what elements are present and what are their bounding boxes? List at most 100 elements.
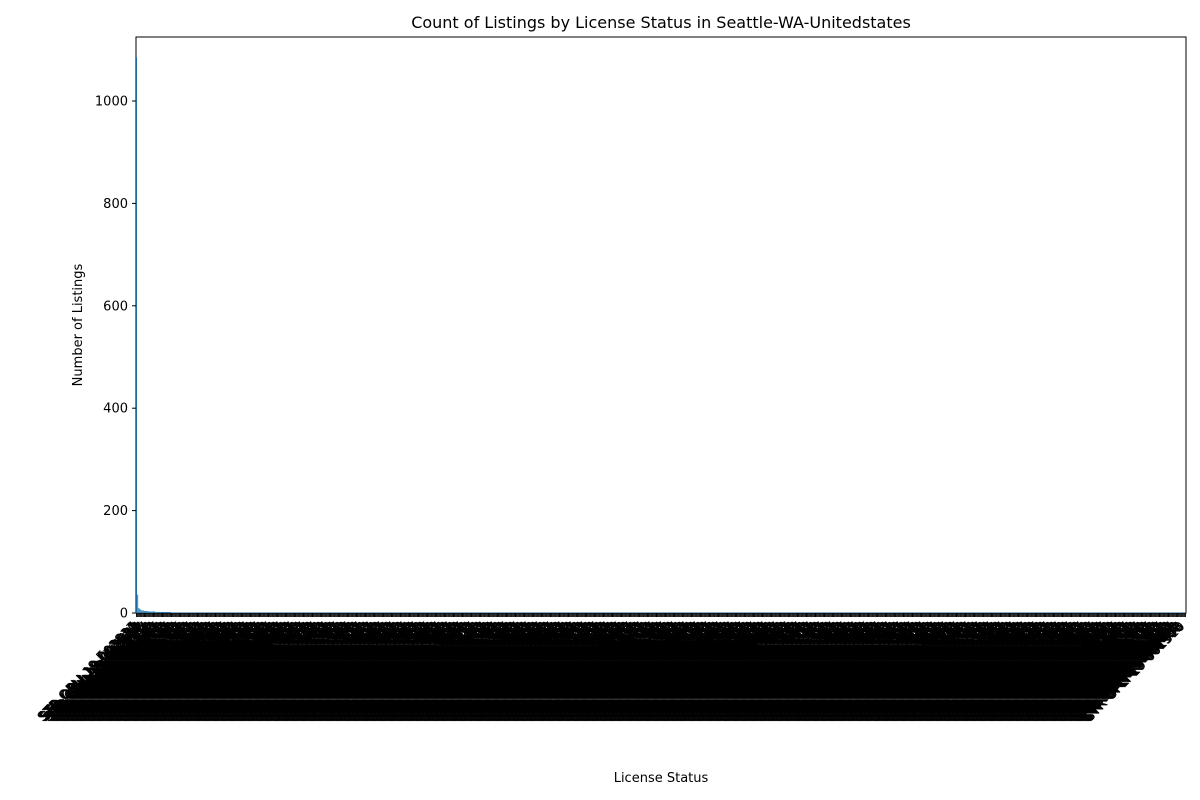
bar [1157,612,1159,613]
bar [159,611,161,613]
bar [404,612,406,613]
bar [1111,612,1113,613]
bar [678,612,680,613]
y-tick-label: 800 [103,197,128,212]
bar [428,612,430,613]
bar [642,612,644,613]
bar [218,612,220,613]
bar [1182,612,1184,613]
bar [165,611,167,613]
bar [367,612,369,613]
bar [668,612,670,613]
bar [1050,612,1052,613]
bar [775,612,777,613]
bar [1107,612,1109,613]
bar [449,612,451,613]
bar [406,612,408,613]
bar [1053,612,1054,613]
bar [896,612,898,613]
bar [729,612,731,613]
bar [890,612,892,613]
bar [614,612,616,613]
bar [607,612,609,613]
bar [1147,612,1149,613]
bar [1184,612,1186,613]
bar [1049,612,1051,613]
bar [344,612,346,613]
bar [526,612,528,613]
bar [141,610,143,613]
bar [499,612,501,613]
bar [286,612,288,613]
bar [656,612,657,613]
bar [877,612,878,613]
bar [632,612,634,613]
bar [634,612,636,613]
bar [492,612,494,613]
bar [881,612,883,613]
bar [1058,612,1060,613]
bar [236,612,238,613]
bar [177,612,179,613]
bar [1034,612,1036,613]
bar [643,612,645,613]
bar [617,612,619,613]
bar [185,612,187,613]
bar [1124,612,1125,613]
bar [579,612,581,613]
bar [310,612,312,613]
bar [1104,612,1106,613]
bar [224,612,225,613]
bar [810,612,812,613]
bar [800,612,802,613]
bar [184,612,186,613]
bar [487,612,489,613]
bar [962,612,964,613]
bar [603,612,604,613]
bar [981,612,983,613]
bar [780,612,781,613]
bar [949,612,951,613]
bar [521,612,523,613]
bar [1002,612,1004,613]
bar [671,612,673,613]
bar [203,612,205,613]
x-axis: ExemptSTR-OPLI-19-002837STR-OPLI-19-0030… [35,613,1188,725]
bar [336,612,338,613]
bar [969,612,971,613]
bar [809,612,811,613]
bar [786,612,788,613]
bar [1076,612,1078,613]
bar [1101,612,1103,613]
bar [451,612,453,613]
bar [640,612,642,613]
bar [429,612,431,613]
bar [815,612,816,613]
bar [444,612,445,613]
bar [994,612,996,613]
bar [518,612,520,613]
bar [870,612,872,613]
bar [379,612,381,613]
bar [1065,612,1067,613]
bar [316,612,318,613]
bar [706,612,708,613]
bar [1030,612,1032,613]
bar [583,612,585,613]
bar [309,612,311,613]
bar [219,612,221,613]
bar [485,612,487,613]
bar [734,612,736,613]
bar [784,612,786,613]
bar [477,612,479,613]
bar [599,612,601,613]
bar [454,612,456,613]
bar [265,612,267,613]
bar [1057,612,1059,613]
bar [853,612,855,613]
bar [753,612,754,613]
bar [246,612,248,613]
bar [387,612,389,613]
bar [1055,612,1057,613]
bar [737,612,739,613]
